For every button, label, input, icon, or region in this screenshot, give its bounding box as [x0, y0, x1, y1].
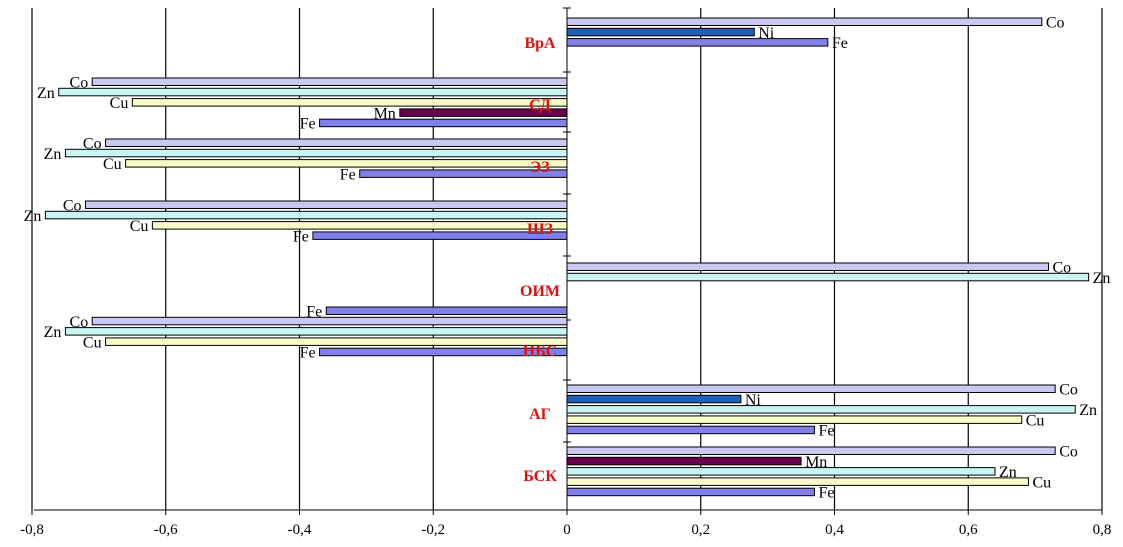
bar-co: [105, 138, 568, 147]
bar-mn: [566, 456, 802, 466]
bar-mn: [399, 108, 568, 117]
bar-label: Fe: [293, 228, 309, 245]
bar-fe: [566, 487, 815, 497]
bar-zn: [566, 405, 1076, 414]
group-label: ЭЗ: [530, 159, 550, 176]
bar-fe: [319, 347, 568, 357]
bar-label: Fe: [832, 35, 848, 52]
bar-label: Ni: [758, 25, 775, 42]
bar-label: Cu: [1026, 412, 1045, 429]
group-label: ВрА: [524, 35, 556, 52]
bar-label: Zn: [37, 85, 55, 102]
bar-label: Cu: [103, 156, 122, 173]
bar-cu: [566, 415, 1023, 424]
group-label: ОИМ: [520, 283, 560, 300]
x-tick-label: 0,4: [825, 522, 844, 538]
bar-label: Mn: [374, 105, 396, 122]
bar-label: Fe: [300, 116, 316, 133]
bar-label: Co: [1059, 444, 1078, 461]
bar-label: Fe: [340, 166, 356, 183]
bar-cu: [131, 98, 568, 107]
bar-cu: [566, 477, 1029, 486]
bar-label: Cu: [110, 95, 129, 112]
bar-label: Zn: [44, 146, 62, 163]
bar-fe: [325, 306, 568, 315]
bar-co: [566, 384, 1056, 393]
x-tick-label: 0,8: [1093, 522, 1112, 538]
bar-co: [85, 200, 568, 209]
x-tick-label: -0,8: [20, 522, 44, 538]
bar-label: Co: [1046, 15, 1065, 32]
bar-zn: [64, 327, 568, 336]
bar-label: Zn: [1079, 402, 1097, 419]
bar-label: Co: [1059, 382, 1078, 399]
bar-zn: [44, 210, 568, 220]
bar-label: Mn: [805, 454, 827, 471]
x-tick-label: -0,4: [288, 522, 312, 538]
bar-label: Zn: [24, 208, 42, 225]
bar-label: Cu: [130, 218, 149, 235]
bar-label: Zn: [999, 464, 1017, 481]
bar-label: Co: [63, 198, 82, 215]
bar-co: [566, 262, 1049, 271]
bar-label: Fe: [300, 345, 316, 362]
bar-zn: [58, 87, 568, 97]
x-tick-label: 0,2: [691, 522, 710, 538]
bar-zn: [566, 272, 1090, 282]
bar-fe: [359, 169, 568, 178]
bar-label: Co: [1053, 260, 1072, 277]
bar-ni: [566, 27, 755, 37]
bar-labels-layer: CoNiFeCoZnCuMnFeCoZnCuFeCoZnCuFeCoZnFeCo…: [24, 15, 1111, 502]
bar-label: Cu: [83, 334, 102, 351]
bar-co: [566, 17, 1043, 26]
bars-layer: [44, 17, 1090, 497]
bar-fe: [566, 425, 815, 435]
bar-label: Co: [83, 136, 102, 153]
group-labels-layer: ВрА СД ЭЗ ШЗ ОИМ НБС АГ БСК: [520, 35, 560, 485]
bar-label: Co: [70, 75, 89, 92]
bar-ni: [566, 394, 742, 404]
bar-label: Fe: [818, 485, 834, 502]
x-tick-label: -0,6: [154, 522, 178, 538]
bar-label: Fe: [818, 423, 834, 440]
bar-label: Zn: [1093, 270, 1111, 287]
group-label: АГ: [529, 406, 551, 423]
bar-co: [91, 77, 568, 86]
bar-label: Co: [70, 314, 89, 331]
bar-fe: [312, 231, 568, 240]
group-label: НБС: [523, 343, 557, 360]
bar-label: Fe: [306, 304, 322, 321]
bar-label: Zn: [44, 324, 62, 341]
x-axis-ticks: -0,8 -0,6 -0,4 -0,2 0 0,2 0,4 0,6 0,8: [20, 510, 1111, 538]
bar-label: Cu: [1032, 474, 1051, 491]
group-label: БСК: [523, 468, 557, 485]
group-label: СД: [529, 97, 551, 114]
bar-fe: [566, 38, 829, 47]
x-tick-label: 0: [563, 522, 571, 538]
bar-zn: [566, 467, 996, 476]
group-label: ШЗ: [527, 221, 554, 238]
x-tick-label: -0,2: [421, 522, 445, 538]
bar-fe: [319, 118, 568, 128]
bar-cu: [125, 159, 568, 168]
bar-cu: [105, 337, 568, 346]
bar-co: [566, 446, 1056, 455]
bar-zn: [64, 148, 568, 158]
bar-cu: [151, 221, 568, 230]
x-tick-label: 0,6: [959, 522, 978, 538]
bar-co: [91, 316, 568, 326]
bar-label: Ni: [745, 392, 762, 409]
